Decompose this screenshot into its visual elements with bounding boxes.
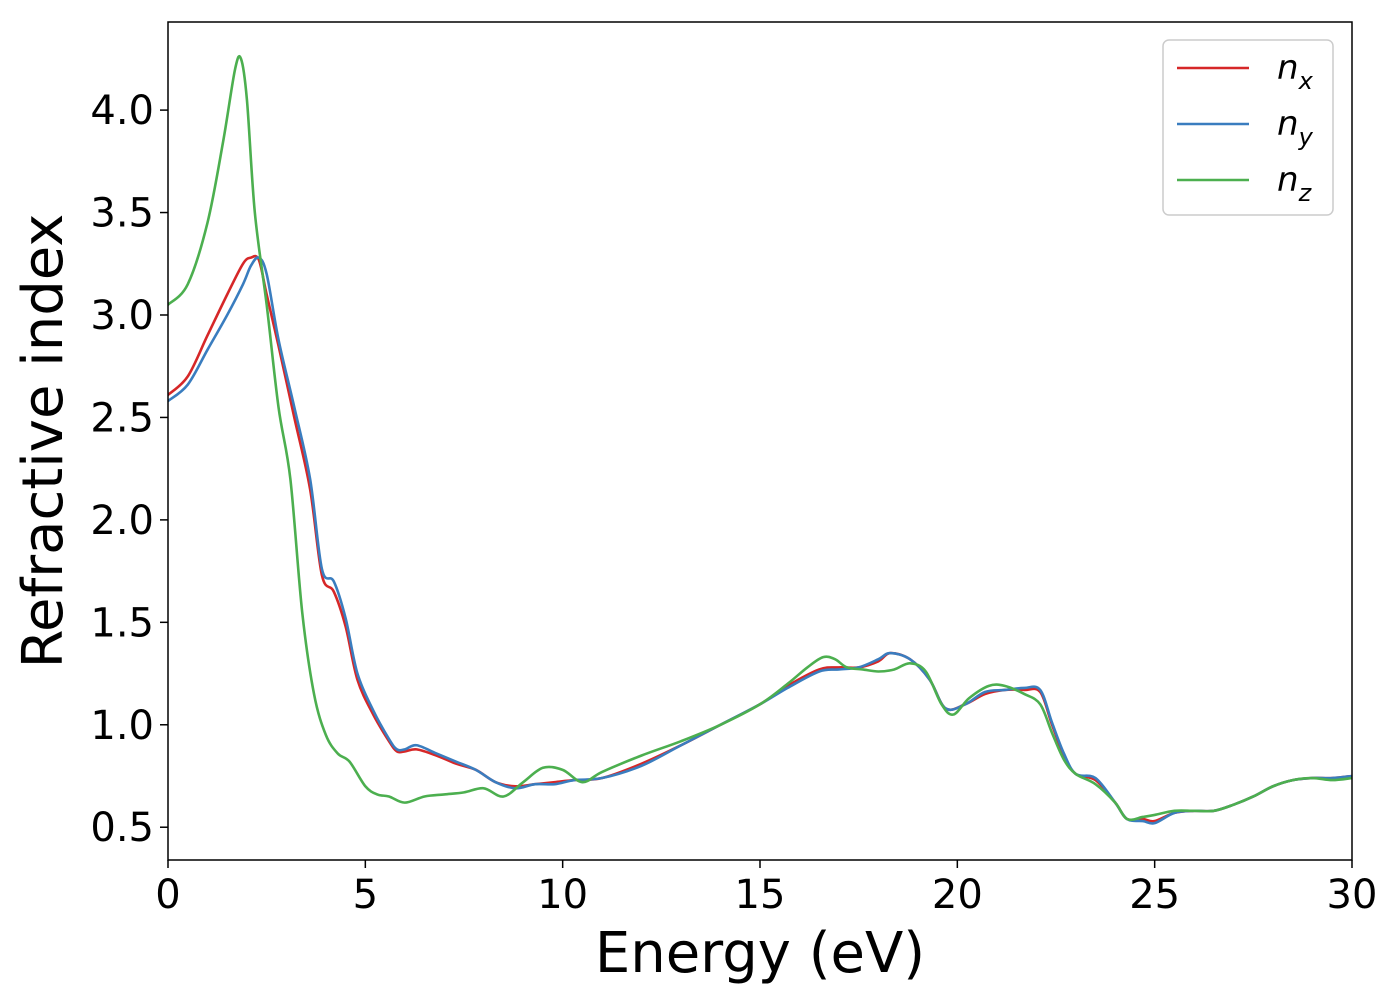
plot-area — [168, 54, 1352, 825]
x-tick-label: 15 — [735, 872, 786, 918]
x-tick-label: 5 — [353, 872, 378, 918]
legend-label-base: n — [1277, 48, 1299, 88]
x-tick-label: 25 — [1129, 872, 1180, 918]
y-tick-label: 0.5 — [90, 805, 154, 851]
legend-label-ny: ny — [1277, 104, 1314, 151]
legend-label-subscript: x — [1298, 67, 1314, 95]
legend-label-base: n — [1277, 104, 1299, 144]
legend-box — [1162, 39, 1334, 216]
y-tick-label: 4.0 — [90, 88, 154, 134]
y-tick-label: 3.0 — [90, 293, 154, 339]
legend-label-nx: nx — [1277, 48, 1314, 95]
x-tick-label: 30 — [1327, 872, 1378, 918]
x-axis-title: Energy (eV) — [595, 921, 925, 986]
x-tick-label: 20 — [932, 872, 983, 918]
x-tick-label: 0 — [155, 872, 180, 918]
x-axis: 0 5 10 15 20 25 30 — [155, 860, 1377, 918]
y-axis-title: Refractive index — [11, 214, 76, 669]
legend-label-base: n — [1277, 160, 1299, 200]
legend-label-subscript: y — [1298, 123, 1314, 151]
series-line-nx — [168, 254, 1352, 823]
y-tick-label: 1.5 — [90, 600, 154, 646]
x-tick-label: 10 — [537, 872, 588, 918]
y-tick-label: 2.5 — [90, 395, 154, 441]
y-tick-label: 3.5 — [90, 191, 154, 237]
y-tick-label: 2.0 — [90, 498, 154, 544]
series-line-ny — [168, 256, 1352, 825]
y-tick-label: 1.0 — [90, 703, 154, 749]
legend-label-subscript: z — [1298, 179, 1313, 207]
y-axis: 0.5 1.0 1.5 2.0 2.5 3.0 3.5 4.0 — [90, 88, 168, 851]
series-line-nz — [168, 54, 1352, 822]
legend-label-nz: nz — [1277, 160, 1313, 207]
